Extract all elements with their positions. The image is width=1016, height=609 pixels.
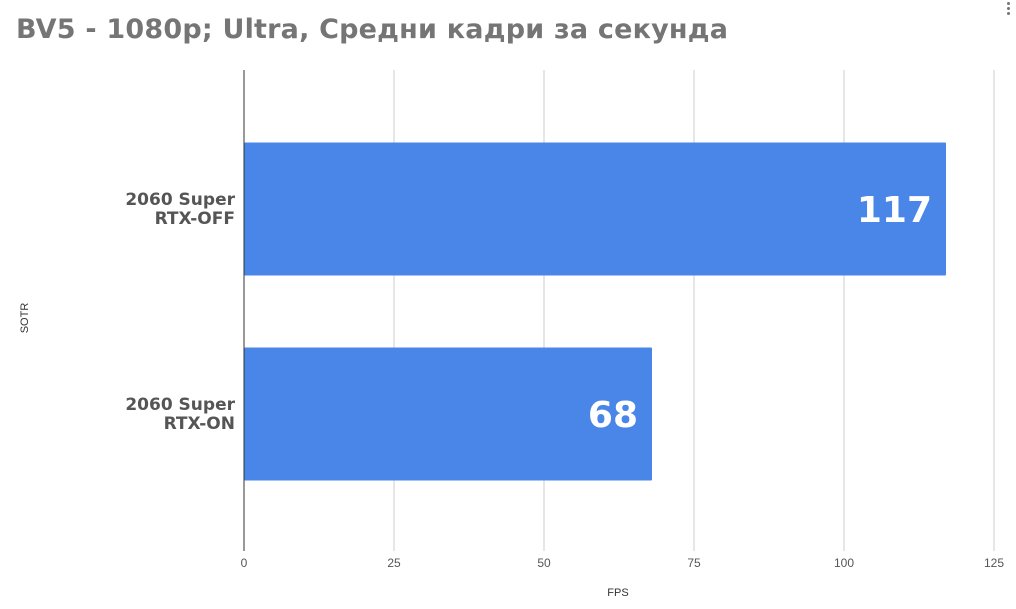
bar [244,142,946,276]
bar-value-label: 68 [588,395,638,436]
x-tick-label: 0 [241,556,248,570]
y-axis-title: SOTR [19,303,31,334]
chart-title: BV5 - 1080p; Ultra, Средни кадри за секу… [16,14,729,45]
more-options-icon[interactable] [1006,2,1012,16]
x-axis-title: FPS [607,587,628,599]
x-tick-label: 75 [687,556,701,570]
category-label: 2060 Super [125,395,235,415]
bar [244,347,652,481]
category-label: 2060 Super [125,190,235,210]
bar-value-label: 117 [857,190,932,231]
category-label: RTX-ON [164,414,235,434]
category-label: RTX-OFF [155,209,235,229]
x-tick-label: 25 [387,556,401,570]
x-tick-label: 125 [984,556,1004,570]
x-tick-label: 100 [834,556,854,570]
x-tick-label: 50 [537,556,551,570]
